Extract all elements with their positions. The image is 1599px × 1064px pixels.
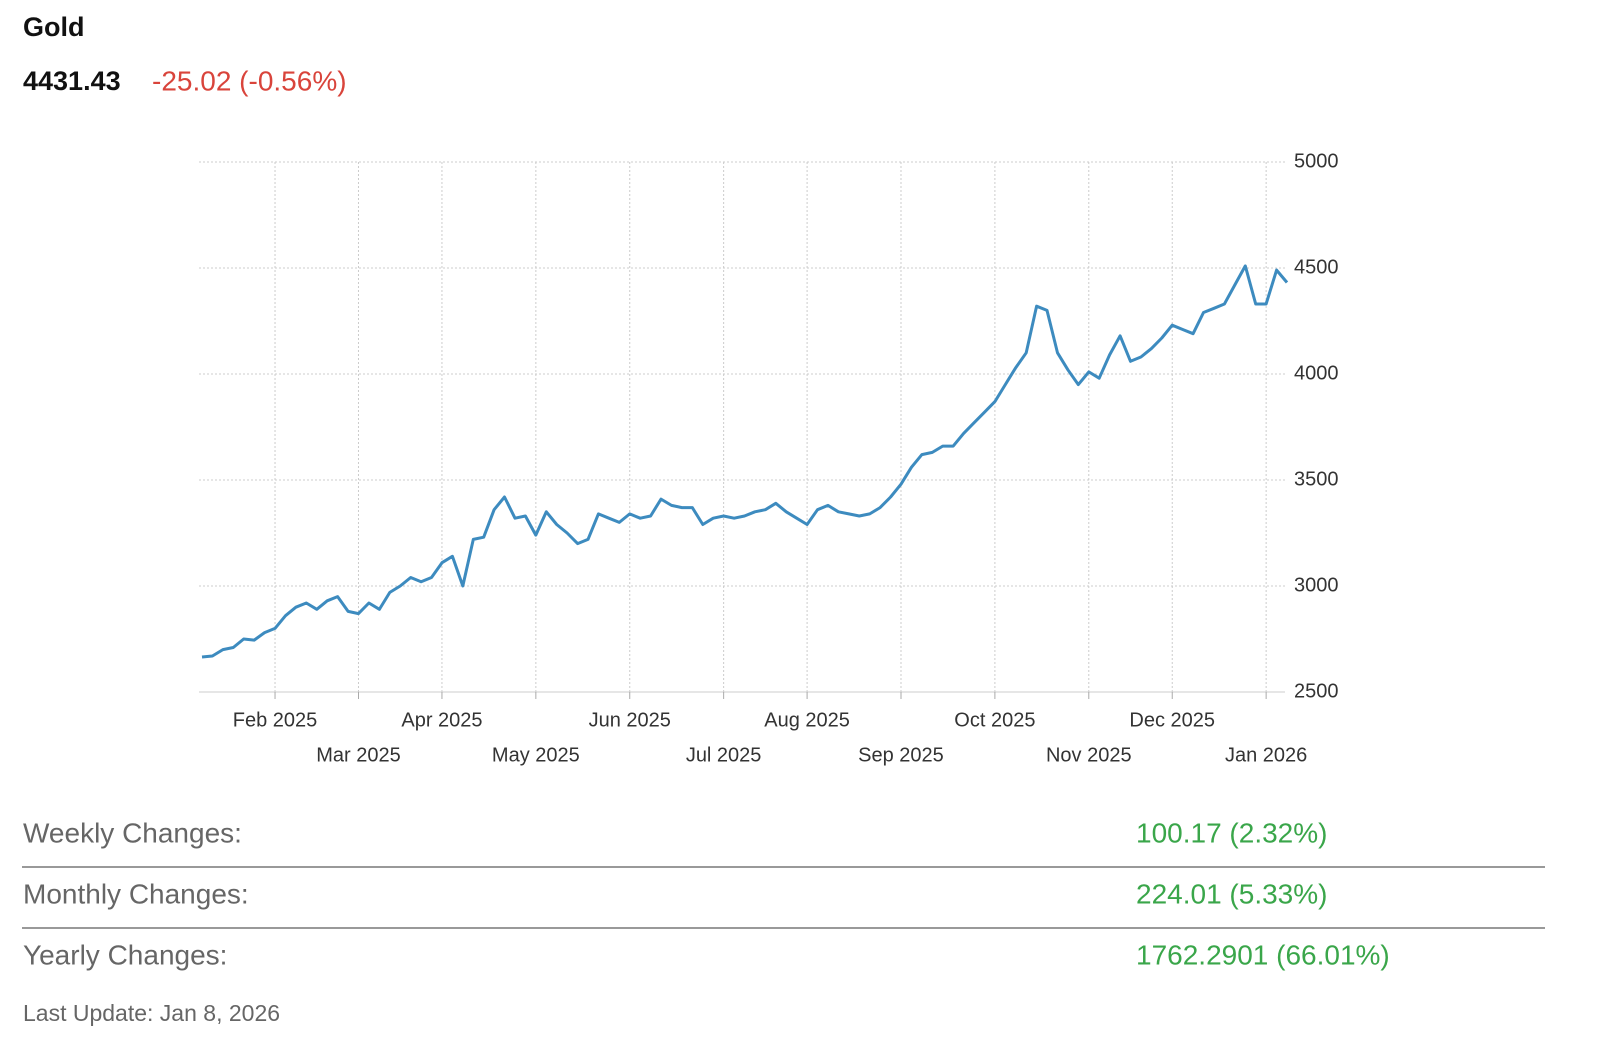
stat-label: Monthly Changes: (23, 878, 249, 909)
stat-value: 1762.2901 (66.01%) (1136, 939, 1390, 970)
x-tick-label: Apr 2025 (401, 709, 482, 731)
x-tick-label: Dec 2025 (1129, 709, 1215, 731)
stat-value: 100.17 (2.32%) (1136, 817, 1327, 848)
price: 4431.43 (23, 66, 121, 96)
x-tick-label: Mar 2025 (316, 744, 401, 766)
stat-value: 224.01 (5.33%) (1136, 878, 1327, 909)
y-tick-label: 3500 (1294, 468, 1339, 490)
price-line (201, 264, 1289, 659)
y-tick-label: 4000 (1294, 362, 1339, 384)
price-change: -25.02 (-0.56%) (152, 65, 347, 96)
x-tick-label: Feb 2025 (233, 709, 318, 731)
title: Gold (23, 12, 85, 42)
x-tick-label: Aug 2025 (764, 709, 850, 731)
x-tick-label: Jun 2025 (589, 709, 671, 731)
x-tick-label: Jan 2026 (1225, 744, 1307, 766)
x-tick-label: Nov 2025 (1046, 744, 1132, 766)
x-tick-label: Sep 2025 (858, 744, 944, 766)
y-tick-label: 5000 (1294, 150, 1339, 172)
y-tick-label: 2500 (1294, 680, 1339, 702)
x-tick-label: May 2025 (492, 744, 580, 766)
stat-label: Yearly Changes: (23, 939, 227, 970)
x-tick-label: Oct 2025 (954, 709, 1035, 731)
y-tick-label: 4500 (1294, 256, 1339, 278)
stat-label: Weekly Changes: (23, 817, 242, 848)
x-tick-label: Jul 2025 (686, 744, 762, 766)
y-tick-label: 3000 (1294, 574, 1339, 596)
last-update: Last Update: Jan 8, 2026 (23, 1000, 280, 1026)
